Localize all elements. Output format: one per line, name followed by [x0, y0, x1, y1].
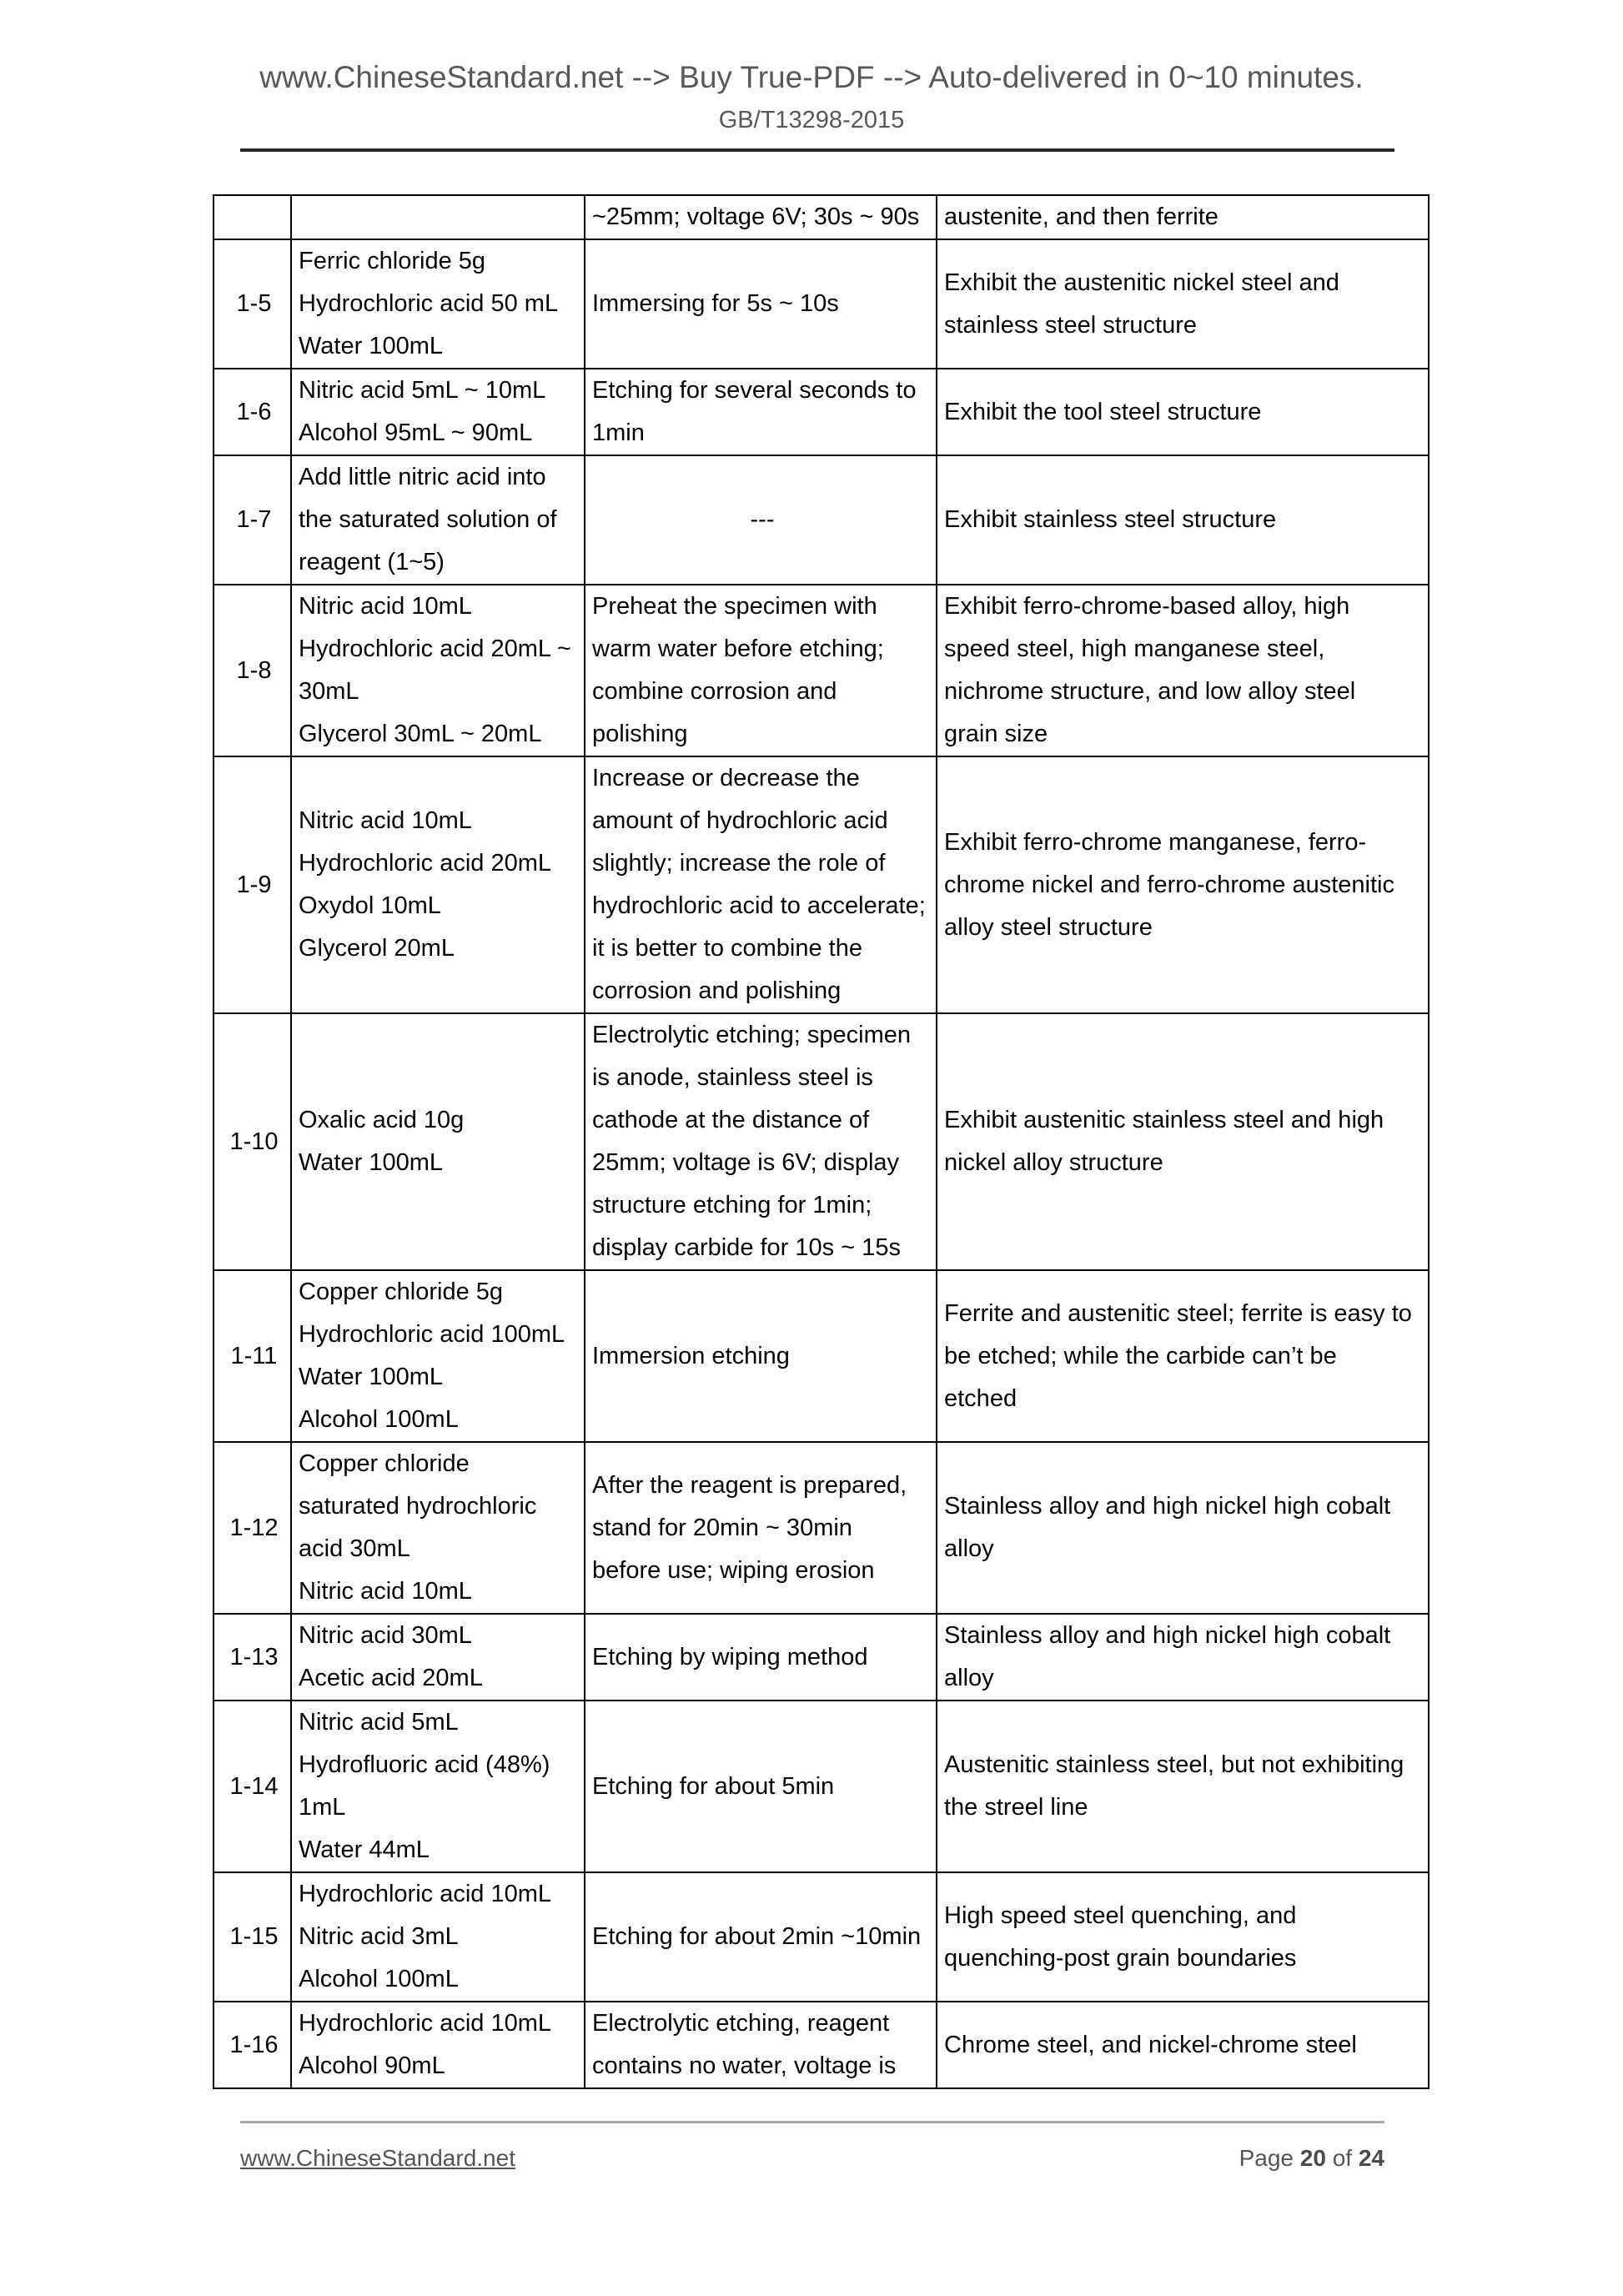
row-label-cell: 1-11 [213, 1269, 292, 1443]
purpose-cell: Exhibit stainless steel structure [936, 455, 1430, 585]
row-label-cell: 1-13 [213, 1613, 292, 1701]
method-cell: Etching for about 2min ~10min [584, 1871, 937, 2002]
table-row: 1-13 Nitric acid 30mL Acetic acid 20mL E… [213, 1613, 1430, 1701]
method-cell: Etching for several seconds to 1min [584, 368, 937, 456]
etchant-table: ~25mm; voltage 6V; 30s ~ 90s austenite, … [213, 194, 1430, 2089]
row-label-cell: 1-12 [213, 1441, 292, 1615]
table-row: 1-5 Ferric chloride 5g Hydrochloric acid… [213, 239, 1430, 369]
reagent-cell: Copper chloride 5g Hydrochloric acid 100… [290, 1269, 585, 1443]
purpose-cell: Stainless alloy and high nickel high cob… [936, 1441, 1430, 1615]
row-label-cell: 1-7 [213, 455, 292, 585]
table-row: 1-12 Copper chloride saturated hydrochlo… [213, 1441, 1430, 1615]
row-label-cell [213, 194, 292, 240]
row-label-cell: 1-14 [213, 1700, 292, 1873]
table-row: 1-15 Hydrochloric acid 10mL Nitric acid … [213, 1871, 1430, 2002]
method-cell: Immersing for 5s ~ 10s [584, 239, 937, 369]
purpose-cell: Exhibit ferro-chrome-based alloy, high s… [936, 584, 1430, 757]
reagent-cell: Ferric chloride 5g Hydrochloric acid 50 … [290, 239, 585, 369]
purpose-cell: Exhibit austenitic stainless steel and h… [936, 1012, 1430, 1271]
row-label-cell: 1-10 [213, 1012, 292, 1271]
method-cell: --- [584, 455, 937, 585]
reagent-cell: Nitric acid 10mL Hydrochloric acid 20mL … [290, 584, 585, 757]
reagent-cell: Nitric acid 5mL Hydrofluoric acid (48%) … [290, 1700, 585, 1873]
row-label-cell: 1-5 [213, 239, 292, 369]
reagent-cell: Nitric acid 5mL ~ 10mL Alcohol 95mL ~ 90… [290, 368, 585, 456]
page-number: 20 [1299, 2145, 1326, 2171]
table-row: 1-7 Add little nitric acid into the satu… [213, 455, 1430, 585]
method-cell: Etching by wiping method [584, 1613, 937, 1701]
purpose-cell: Austenitic stainless steel, but not exhi… [936, 1700, 1430, 1873]
purpose-cell: austenite, and then ferrite [936, 194, 1430, 240]
reagent-cell: Nitric acid 30mL Acetic acid 20mL [290, 1613, 585, 1701]
reagent-cell: Hydrochloric acid 10mL Alcohol 90mL [290, 2001, 585, 2089]
method-cell: Increase or decrease the amount of hydro… [584, 756, 937, 1014]
method-cell: After the reagent is prepared, stand for… [584, 1441, 937, 1615]
purpose-cell: Stainless alloy and high nickel high cob… [936, 1613, 1430, 1701]
page-indicator: Page 20 of 24 [1239, 2145, 1384, 2172]
reagent-cell: Oxalic acid 10g Water 100mL [290, 1012, 585, 1271]
purpose-cell: High speed steel quenching, and quenchin… [936, 1871, 1430, 2002]
header-divider [240, 148, 1394, 152]
standard-code: GB/T13298-2015 [718, 107, 905, 133]
table-row: 1-10 Oxalic acid 10g Water 100mL Electro… [213, 1012, 1430, 1271]
page-word: Page [1239, 2145, 1294, 2171]
footer-divider [240, 2121, 1384, 2123]
table-row: 1-14 Nitric acid 5mL Hydrofluoric acid (… [213, 1700, 1430, 1873]
reagent-cell: Hydrochloric acid 10mL Nitric acid 3mL A… [290, 1871, 585, 2002]
method-cell: Immersion etching [584, 1269, 937, 1443]
row-label-cell: 1-8 [213, 584, 292, 757]
reagent-cell: Nitric acid 10mL Hydrochloric acid 20mL … [290, 756, 585, 1014]
reagent-cell: Copper chloride saturated hydrochloric a… [290, 1441, 585, 1615]
purpose-cell: Exhibit the austenitic nickel steel and … [936, 239, 1430, 369]
purpose-cell: Chrome steel, and nickel-chrome steel [936, 2001, 1430, 2089]
method-cell: ~25mm; voltage 6V; 30s ~ 90s [584, 194, 937, 240]
purpose-cell: Ferrite and austenitic steel; ferrite is… [936, 1269, 1430, 1443]
row-label-cell: 1-15 [213, 1871, 292, 2002]
table-row: 1-9 Nitric acid 10mL Hydrochloric acid 2… [213, 756, 1430, 1014]
purpose-cell: Exhibit the tool steel structure [936, 368, 1430, 456]
reagent-cell [290, 194, 585, 240]
reagent-cell: Add little nitric acid into the saturate… [290, 455, 585, 585]
table-row: ~25mm; voltage 6V; 30s ~ 90s austenite, … [213, 194, 1430, 240]
of-word: of [1332, 2145, 1353, 2171]
table-row: 1-8 Nitric acid 10mL Hydrochloric acid 2… [213, 584, 1430, 757]
footer-site-link[interactable]: www.ChineseStandard.net [240, 2145, 515, 2171]
row-label-cell: 1-9 [213, 756, 292, 1014]
table-row: 1-6 Nitric acid 5mL ~ 10mL Alcohol 95mL … [213, 368, 1430, 456]
method-cell: Preheat the specimen with warm water bef… [584, 584, 937, 757]
table-row: 1-11 Copper chloride 5g Hydrochloric aci… [213, 1269, 1430, 1443]
method-cell: Electrolytic etching, reagent contains n… [584, 2001, 937, 2089]
table-row: 1-16 Hydrochloric acid 10mL Alcohol 90mL… [213, 2001, 1430, 2089]
method-cell: Etching for about 5min [584, 1700, 937, 1873]
row-label-cell: 1-6 [213, 368, 292, 456]
row-label-cell: 1-16 [213, 2001, 292, 2089]
method-cell: Electrolytic etching; specimen is anode,… [584, 1012, 937, 1271]
header-banner: www.ChineseStandard.net --> Buy True-PDF… [259, 60, 1364, 94]
page-total: 24 [1358, 2145, 1384, 2171]
purpose-cell: Exhibit ferro-chrome manganese, ferro- c… [936, 756, 1430, 1014]
